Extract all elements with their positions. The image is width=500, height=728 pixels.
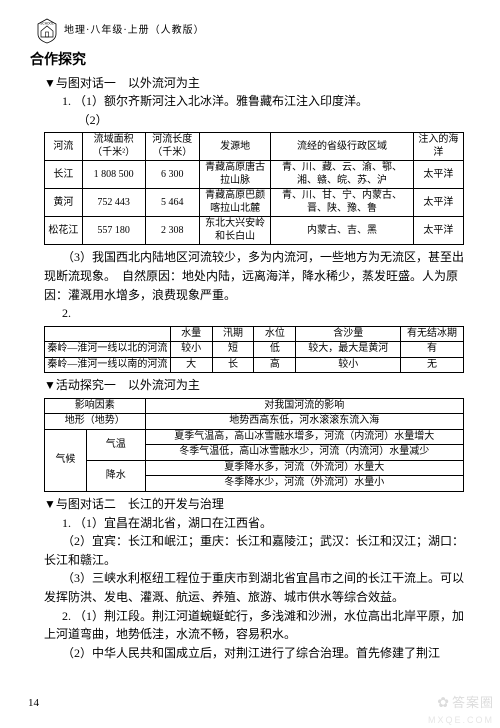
rivers-table: 河流 流域面积（千米²） 河流长度（千米） 发源地 流经的省级行政区域 注入的海… [44, 132, 464, 245]
dialog2-heading: ▼与图对话二 长江的开发与治理 [44, 495, 472, 514]
dialog2-l2: （2）宜宾：长江和岷江；重庆：长江和嘉陵江；武汉：长江和汉江；湖口：长江和赣江。 [44, 532, 470, 569]
t1-h0: 河流 [45, 133, 83, 161]
dialog2-l1: 1. （1）宜昌在湖北省，湖口在江西省。 [44, 514, 470, 533]
t1-h5: 注入的海洋 [413, 133, 463, 161]
t1-h2: 河流长度（千米） [145, 133, 199, 161]
table-row: 长江 1 808 500 6 300 青藏高原唐古拉山脉 青、川、藏、云、渝、鄂… [45, 161, 464, 189]
table-row: 松花江 557 180 2 308 东北大兴安岭和长白山 内蒙古、吉、黑 太平洋 [45, 217, 464, 245]
school-badge-icon: SCHOOL [36, 18, 58, 44]
watermark-url: MXQE.COM [428, 714, 494, 728]
dialog2-l3: （3）三峡水利枢纽工程位于重庆市到湖北省宜昌市之间的长江干流上。可以发挥防洪、发… [44, 569, 470, 606]
dialog1-item2-label: （2） [44, 111, 470, 130]
t1-h3: 发源地 [200, 133, 271, 161]
table-row: 黄河 752 443 5 464 青藏高原巴颜喀拉山北麓 青、川、甘、宁、内蒙古… [45, 189, 464, 217]
page-number: 14 [28, 695, 39, 712]
table-row: 秦岭—淮河一线以北的河流 较小 短 低 较大，最大是黄河 有 [45, 342, 464, 358]
section-title: 合作探究 [30, 50, 472, 72]
table-row: 地形（地势） 地势西高东低，河水滚滚东流入海 [45, 414, 464, 430]
table-row: 秦岭—淮河一线以南的河流 大 长 高 较小 无 [45, 357, 464, 373]
table-row: 气候 气温 夏季气温高，高山冰雪融水增多，河流（内流河）水量增大 [45, 429, 464, 445]
page-header-text: 地理·八年级·上册（人教版） [64, 23, 205, 39]
factors-table: 影响因素 对我国河流的影响 地形（地势） 地势西高东低，河水滚滚东流入海 气候 … [44, 398, 464, 492]
dialog2-l4: 2. （1）荆江段。荆江河道蜿蜒蛇行，多浅滩和沙洲，水位高出北岸平原，加上河道弯… [44, 607, 470, 644]
watermark: ✿ 答案圈 [437, 692, 494, 714]
svg-text:SCHOOL: SCHOOL [40, 22, 54, 26]
dialog1-item1: 1. （1）额尔齐斯河注入北冰洋。雅鲁藏布江注入印度洋。 [44, 92, 470, 111]
dialog1-item3: （3）我国西北内陆地区河流较少，多为内流河，一些地方为无流区，甚至出现断流现象。… [44, 248, 470, 304]
qinling-table: 水量 汛期 水位 含沙量 有无结冰期 秦岭—淮河一线以北的河流 较小 短 低 较… [44, 326, 464, 374]
t1-h1: 流域面积（千米²） [82, 133, 145, 161]
dialog2-l5: （2）中华人民共和国成立后，对荆江进行了综合治理。首先修建了荆江 [44, 644, 470, 663]
dialog1-item2num: 2. [44, 304, 470, 323]
activity-heading: ▼活动探究一 以外流河为主 [44, 376, 472, 395]
watermark-icon: ✿ [437, 692, 450, 714]
table-row: 降水 夏季降水多，河流（外流河）水量大 [45, 460, 464, 476]
dialog1-heading: ▼与图对话一 以外流河为主 [44, 74, 472, 93]
t1-h4: 流经的省级行政区域 [271, 133, 413, 161]
